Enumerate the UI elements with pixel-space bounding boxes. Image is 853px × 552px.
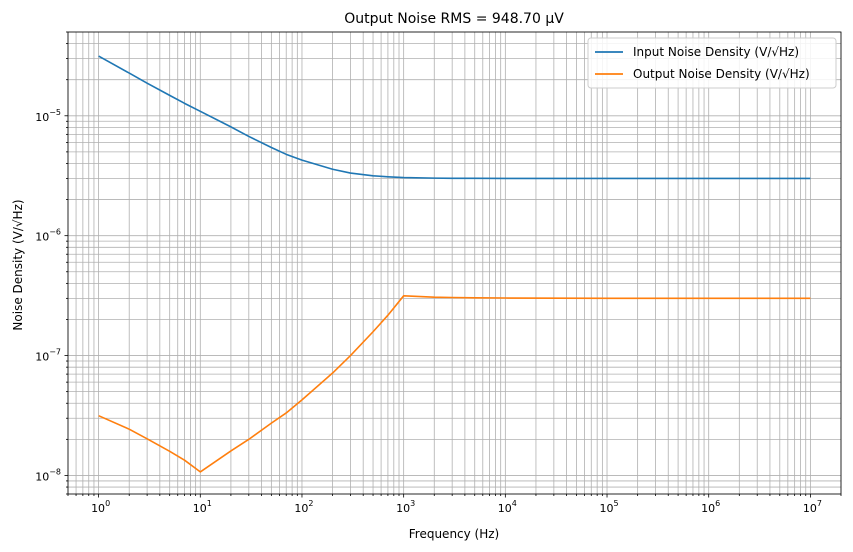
series-lines bbox=[98, 55, 811, 473]
plot-area-frame bbox=[67, 31, 842, 495]
grid-lines bbox=[67, 31, 842, 495]
legend-box bbox=[587, 37, 837, 89]
y-tick-label: 10−7 bbox=[35, 348, 61, 364]
x-axis-label: Frequency (Hz) bbox=[409, 527, 500, 541]
legend-label-output-noise: Output Noise Density (V/√Hz) bbox=[633, 67, 810, 81]
series-line-1 bbox=[98, 295, 811, 473]
legend: Input Noise Density (V/√Hz) Output Noise… bbox=[587, 37, 837, 89]
x-tick-label: 104 bbox=[498, 499, 517, 515]
y-axis-label: Noise Density (V/√Hz) bbox=[11, 199, 25, 330]
x-tick-label: 107 bbox=[803, 499, 822, 515]
y-tick-label: 10−6 bbox=[35, 228, 61, 244]
axis-ticks: 100 101 102 103 104 105 106 107 10−8 10−7 10−6 10−5 bbox=[35, 31, 842, 515]
x-tick-label: 101 bbox=[193, 499, 212, 515]
x-tick-label: 102 bbox=[294, 499, 313, 515]
chart-title: Output Noise RMS = 948.70 μV bbox=[344, 11, 564, 27]
x-tick-label: 105 bbox=[599, 499, 618, 515]
legend-label-input-noise: Input Noise Density (V/√Hz) bbox=[633, 45, 799, 59]
x-tick-label: 103 bbox=[396, 499, 415, 515]
series-line-0 bbox=[98, 55, 811, 180]
x-tick-label: 100 bbox=[91, 499, 110, 515]
y-tick-label: 10−5 bbox=[35, 108, 61, 124]
y-tick-label: 10−8 bbox=[35, 467, 61, 483]
x-tick-label: 106 bbox=[701, 499, 720, 515]
